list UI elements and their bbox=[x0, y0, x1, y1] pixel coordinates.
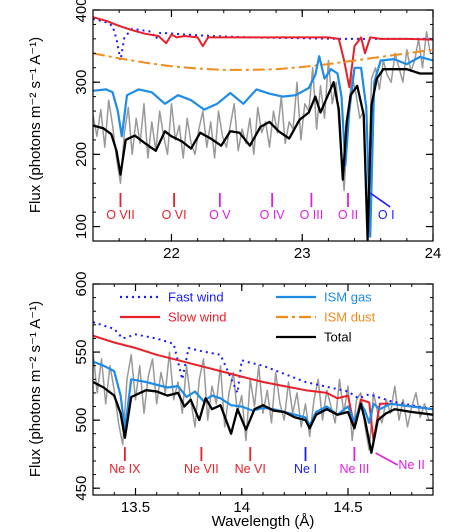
panel-top: O VII O VI O V O IV O III O II O I 22 23 24 100 200… bbox=[27, 0, 441, 262]
plot-area bbox=[93, 16, 433, 241]
legend-label: Total bbox=[324, 330, 352, 345]
y-tick-label: 100 bbox=[73, 214, 90, 239]
series-line-slow-wind bbox=[93, 16, 433, 89]
x-tick-label: 23 bbox=[294, 245, 311, 262]
y-axis-label: Flux (photons m⁻² s⁻¹ A⁻¹) bbox=[27, 37, 44, 213]
y-tick-label: 200 bbox=[73, 142, 90, 167]
x-axis-label: Wavelength (Å) bbox=[212, 513, 315, 530]
x-tick-label: 22 bbox=[163, 245, 180, 262]
y-tick-label: 300 bbox=[73, 70, 90, 95]
series-line-fast-wind bbox=[93, 17, 433, 62]
panel-bottom: Ne IX Ne VII Ne VI Ne I Ne III Ne II 13.5 14 14.… bbox=[27, 271, 434, 530]
y-tick-label: 550 bbox=[73, 340, 90, 365]
y-tick-label: 500 bbox=[73, 408, 90, 433]
series-line-ism-gas bbox=[93, 55, 433, 238]
series-line-ism-dust bbox=[93, 48, 433, 71]
ion-label: O III bbox=[300, 208, 324, 222]
series-line-fast-wind bbox=[93, 321, 433, 411]
ion-label: Ne VI bbox=[235, 462, 266, 476]
ion-label: O I bbox=[378, 208, 395, 222]
ion-marker bbox=[369, 192, 391, 208]
y-axis-label: Flux (photons m⁻² s⁻¹ A⁻¹) bbox=[27, 301, 44, 477]
series-line-slow-wind bbox=[93, 334, 433, 442]
series-line-total bbox=[93, 380, 433, 454]
ion-label: O II bbox=[338, 208, 358, 222]
x-tick-label: 24 bbox=[425, 245, 442, 262]
ion-marker bbox=[375, 452, 399, 466]
ion-label: Ne II bbox=[398, 458, 424, 472]
ion-label: Ne VII bbox=[184, 462, 219, 476]
legend-label: ISM dust bbox=[324, 310, 376, 325]
x-tick-label: 14.5 bbox=[333, 499, 362, 516]
ion-label: Ne IX bbox=[109, 462, 141, 476]
y-tick-label: 450 bbox=[73, 476, 90, 501]
legend-label: ISM gas bbox=[324, 290, 372, 305]
series-line-data bbox=[93, 351, 430, 451]
ion-label: O VI bbox=[162, 208, 187, 222]
y-tick-label: 400 bbox=[73, 0, 90, 23]
ion-label: Ne III bbox=[339, 462, 369, 476]
legend: Fast wind Slow wind ISM gas ISM dust Total bbox=[120, 290, 376, 345]
ion-label: O VII bbox=[106, 208, 134, 222]
ion-label: O IV bbox=[260, 208, 286, 222]
x-tick-label: 13.5 bbox=[121, 499, 150, 516]
series-line-total bbox=[93, 68, 433, 241]
x-tick-label: 14 bbox=[233, 499, 250, 516]
y-tick-label: 600 bbox=[73, 271, 90, 296]
legend-label: Slow wind bbox=[168, 310, 227, 325]
legend-label: Fast wind bbox=[168, 290, 224, 305]
plot-area bbox=[93, 321, 433, 454]
ion-label: O V bbox=[209, 208, 231, 222]
ion-label: Ne I bbox=[294, 462, 317, 476]
